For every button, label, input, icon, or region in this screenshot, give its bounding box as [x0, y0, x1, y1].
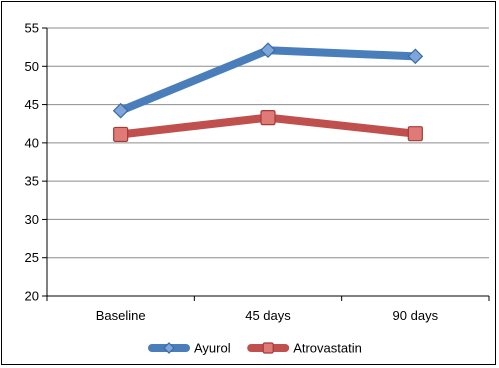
data-point-square	[113, 126, 129, 143]
data-point-square	[262, 342, 274, 354]
legend-label: Atrovastatin	[293, 341, 362, 356]
legend: Ayurol Atrovastatin	[148, 341, 362, 356]
data-point-diamond	[163, 342, 175, 354]
x-tick-label: 45 days	[245, 308, 291, 323]
gridlines	[47, 27, 489, 259]
y-tick-label: 30	[25, 212, 39, 227]
legend-item-ayurol: Ayurol	[148, 341, 231, 356]
y-tick-label: 35	[25, 174, 39, 189]
y-tick-label: 55	[25, 21, 39, 36]
y-axis: 20 25 30 35 40 45 50 55	[25, 21, 48, 304]
y-tick-label: 20	[25, 289, 39, 304]
y-tick-label: 25	[25, 250, 39, 265]
legend-label: Ayurol	[194, 341, 231, 356]
y-tick-label: 45	[25, 97, 39, 112]
series-ayurol	[112, 42, 424, 119]
series-layer	[112, 42, 424, 143]
data-point-diamond	[260, 42, 276, 59]
x-tick-label: Baseline	[96, 308, 146, 323]
data-point-square	[407, 126, 423, 142]
legend-item-atrovastatin: Atrovastatin	[247, 341, 362, 356]
x-axis: Baseline 45 days 90 days	[46, 295, 490, 323]
series-line	[116, 46, 420, 115]
y-tick-label: 40	[25, 135, 39, 150]
series-atrovastatin	[113, 109, 423, 143]
data-point-diamond	[112, 102, 129, 119]
x-tick-label: 90 days	[393, 308, 439, 323]
data-point-square	[260, 109, 276, 126]
y-tick-label: 50	[25, 59, 39, 74]
data-point-diamond	[407, 48, 424, 65]
